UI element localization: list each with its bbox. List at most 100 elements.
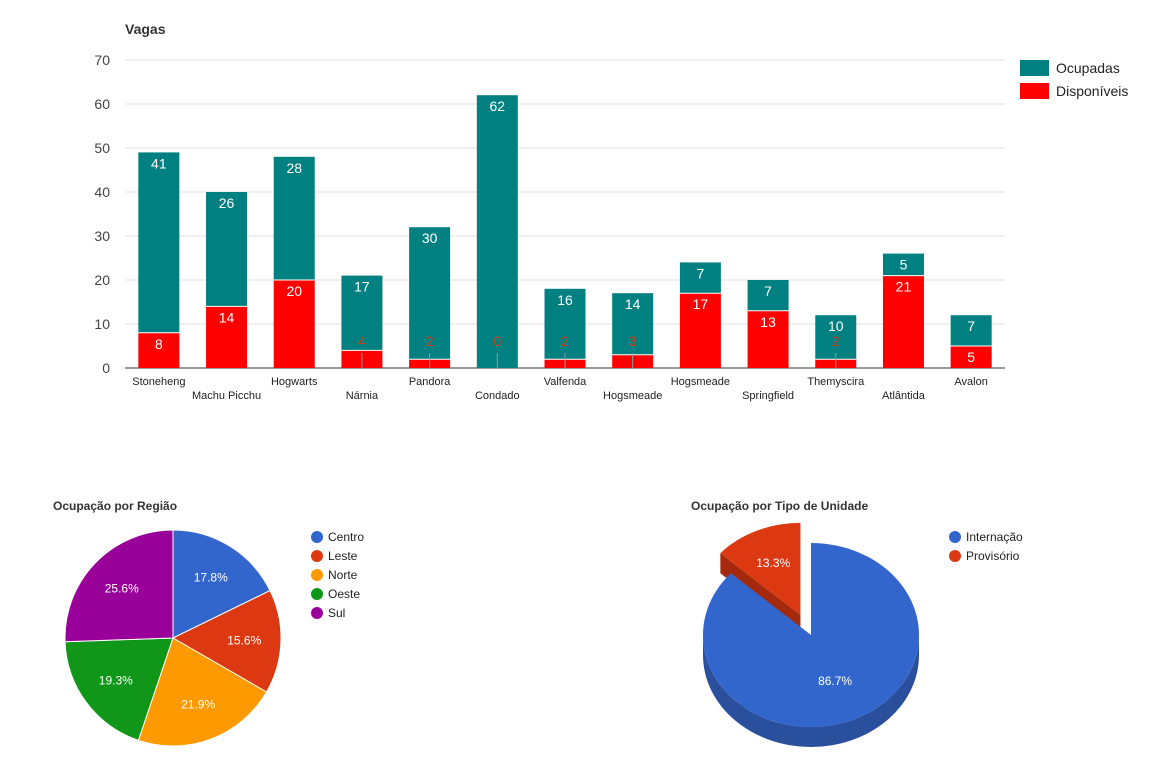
legend-swatch (311, 588, 323, 600)
pie-type-slices: 86.7% 13.3% (703, 522, 919, 747)
pie-slice-label: 17.8% (194, 571, 228, 585)
x-tick-label: Condado (475, 390, 520, 402)
bar-ocupadas (273, 156, 315, 280)
pie-slice-label: 15.6% (227, 633, 261, 647)
data-label-disponiveis: 2 (832, 333, 840, 349)
data-label-ocupadas: 7 (967, 318, 975, 334)
pie-slice-side (703, 635, 919, 747)
legend-label: Sul (328, 606, 345, 620)
pie-slice-label: 86.7% (818, 674, 852, 688)
data-label-ocupadas: 41 (151, 155, 167, 171)
bar-ocupadas (747, 280, 789, 311)
x-tick-label: Atlântida (882, 390, 926, 402)
x-axis-ticks: Stoneheng Machu Picchu Hogwarts Nárnia Pando… (132, 376, 988, 402)
bar-ocupadas (544, 288, 586, 360)
bar-ocupadas (476, 95, 518, 368)
bar-ocupadas (612, 293, 654, 355)
data-label-disponiveis: 17 (693, 296, 709, 312)
x-tick-label: Nárnia (346, 390, 379, 402)
x-tick-label: Springfield (742, 390, 794, 402)
legend-swatch (311, 607, 323, 619)
data-label-ocupadas: 30 (422, 230, 438, 246)
bar-ocupadas (815, 315, 857, 360)
data-label-ocupadas: 14 (625, 296, 641, 312)
pie-slice (64, 637, 174, 741)
bar-disponiveis (138, 332, 180, 368)
legend-label: Centro (328, 530, 364, 544)
legend-swatch (949, 531, 961, 543)
y-tick-label: 70 (94, 52, 110, 68)
data-label-ocupadas: 5 (900, 257, 908, 273)
bar-grid (125, 59, 1005, 369)
pie-region-legend[interactable]: Centro Leste Norte Oeste Sul (311, 530, 364, 620)
bar-ocupadas (882, 253, 924, 276)
legend-swatch (311, 550, 323, 562)
x-tick-label: Pandora (409, 376, 451, 388)
y-tick-label: 0 (102, 360, 110, 376)
legend-label: Leste (328, 549, 358, 563)
pie-region-chart: Ocupação por Região 17.8% 15.6% 21.9% 19.3%… (53, 499, 364, 747)
x-tick-label: Valfenda (544, 376, 587, 388)
data-label-ocupadas: 7 (764, 283, 772, 299)
pie-slice (703, 543, 919, 727)
pie-slice (137, 637, 268, 747)
pie-slice-label: 21.9% (181, 698, 215, 712)
bar-disponiveis (882, 275, 924, 368)
x-tick-label: Hogsmeade (603, 390, 662, 402)
y-tick-label: 40 (94, 184, 110, 200)
data-label-ocupadas: 17 (354, 279, 370, 295)
bar-disponiveis (950, 346, 992, 368)
pie-type-legend[interactable]: Internação Provisório (949, 530, 1023, 563)
pie-slice (172, 529, 271, 639)
y-tick-label: 60 (94, 96, 110, 112)
bar-ocupadas (138, 152, 180, 333)
bar-ocupadas (950, 315, 992, 346)
data-label-ocupadas: 16 (557, 292, 573, 308)
x-tick-label: Stoneheng (132, 376, 185, 388)
pie-slice (171, 589, 282, 693)
bar-disponiveis (679, 293, 721, 368)
bar-ocupadas (679, 262, 721, 294)
legend-swatch (1020, 60, 1049, 76)
pie-slice (64, 529, 174, 643)
y-axis-ticks: 0 10 20 30 40 50 60 70 (94, 52, 110, 376)
data-label-disponiveis: 14 (219, 309, 235, 325)
pie-type-chart: Ocupação por Tipo de Unidade 86.7%13.3% … (691, 499, 1023, 747)
data-label-ocupadas: 62 (490, 98, 506, 114)
pie-slice-label: 13.3% (756, 556, 790, 570)
legend-label: Internação (966, 530, 1023, 544)
bar-legend[interactable]: Ocupadas Disponíveis (1020, 60, 1128, 99)
bar-ocupadas (409, 227, 451, 360)
data-label-disponiveis: 2 (561, 333, 569, 349)
pie-region-slices: 17.8% 15.6% 21.9% 19.3% 25.6% (64, 529, 282, 747)
data-label-disponiveis: 21 (896, 279, 912, 295)
x-tick-label: Avalon (954, 376, 987, 388)
legend-swatch (311, 531, 323, 543)
bar-chart-title: Vagas (125, 21, 166, 37)
legend-swatch (949, 550, 961, 562)
data-label-disponiveis: 4 (358, 333, 366, 349)
x-tick-label: Hogwarts (271, 376, 318, 388)
x-tick-label: Machu Picchu (192, 390, 261, 402)
pie-slice-label: 25.6% (105, 581, 139, 595)
bar-ocupadas (206, 192, 248, 307)
y-tick-label: 20 (94, 272, 110, 288)
bar-disponiveis (747, 310, 789, 368)
y-tick-label: 10 (94, 316, 110, 332)
y-tick-label: 50 (94, 140, 110, 156)
legend-label: Ocupadas (1056, 60, 1120, 76)
bar-disponiveis (206, 306, 248, 368)
pie-type-title: Ocupação por Tipo de Unidade (691, 499, 868, 513)
data-label-disponiveis: 3 (629, 333, 637, 349)
legend-swatch (311, 569, 323, 581)
data-label-ocupadas: 26 (219, 195, 235, 211)
legend-label: Disponíveis (1056, 83, 1128, 99)
data-label-disponiveis: 5 (967, 349, 975, 365)
pie-slice (720, 522, 801, 615)
legend-label: Oeste (328, 587, 360, 601)
data-label-disponiveis: 20 (286, 283, 302, 299)
bar-disponiveis (273, 280, 315, 368)
data-label-disponiveis: 13 (760, 314, 776, 330)
